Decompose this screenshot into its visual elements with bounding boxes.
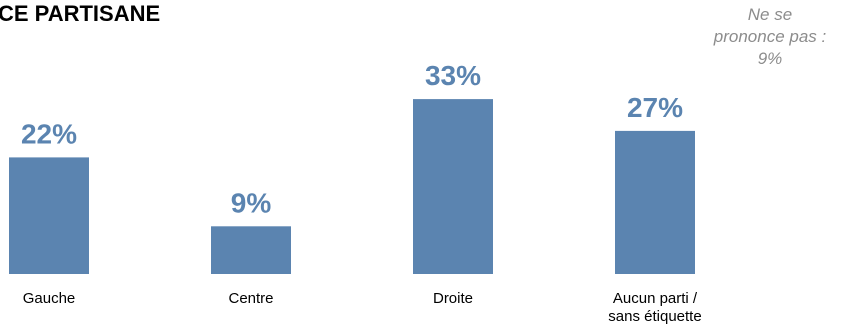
value-label-0: 22%: [21, 118, 77, 149]
category-label-3-line-0: Aucun parti /: [613, 290, 698, 307]
note-line-2: prononce pas :: [713, 27, 827, 46]
chart-title: CE PARTISANE: [0, 1, 161, 26]
bar-0: [9, 157, 89, 274]
bar-1: [211, 226, 291, 274]
category-label-1: Centre: [228, 290, 273, 307]
note-line-3: 9%: [757, 49, 783, 68]
bar-3: [615, 130, 695, 274]
bar-2: [413, 99, 493, 274]
no-opinion-note: Ne se prononce pas : 9%: [690, 4, 850, 70]
value-label-2: 33%: [425, 60, 481, 91]
value-label-3: 27%: [627, 92, 683, 123]
category-label-0: Gauche: [23, 290, 76, 307]
category-label-2: Droite: [433, 290, 473, 307]
note-line-1: Ne se: [747, 5, 793, 24]
value-label-1: 9%: [231, 187, 272, 218]
category-label-3-line-1: sans étiquette: [608, 308, 701, 325]
